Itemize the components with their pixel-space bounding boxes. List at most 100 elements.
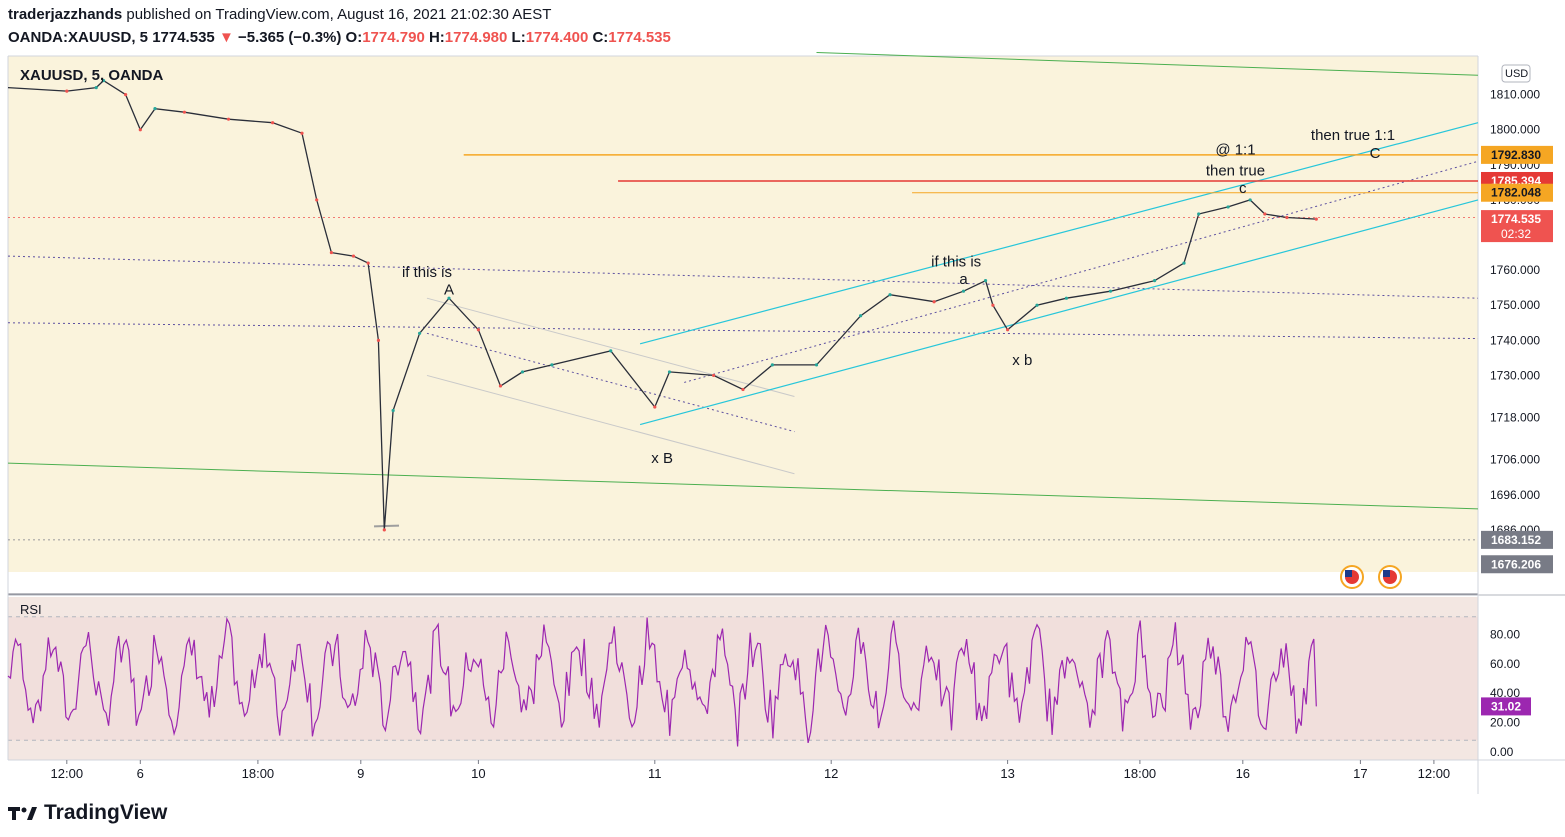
rsi-tick-label: 0.00 bbox=[1490, 745, 1514, 759]
price-point bbox=[520, 370, 525, 374]
price-point bbox=[300, 131, 304, 135]
chart-annotation: x b bbox=[1012, 352, 1032, 369]
price-level-badge bbox=[1481, 183, 1553, 202]
tradingview-logo[interactable]: TradingView bbox=[8, 801, 167, 825]
y-tick-label: 1730.000 bbox=[1490, 368, 1540, 382]
currency-badge[interactable] bbox=[1501, 64, 1531, 83]
rsi-value-badge bbox=[1481, 697, 1531, 716]
currency-label: USD bbox=[1505, 68, 1528, 80]
blue-channel-mid bbox=[684, 160, 1479, 383]
price-point bbox=[376, 338, 381, 342]
price-point bbox=[351, 254, 356, 258]
y-tick-label: 1696.000 bbox=[1490, 488, 1540, 502]
rsi-label: RSI bbox=[20, 602, 42, 617]
chart-annotation: @ 1:1 bbox=[1215, 141, 1255, 158]
price-point bbox=[476, 328, 480, 332]
price-point bbox=[226, 117, 231, 121]
low-label: L: bbox=[511, 29, 526, 46]
x-tick-label: 18:00 bbox=[242, 766, 275, 781]
price-point bbox=[991, 303, 995, 307]
chart-annotation: a bbox=[959, 271, 968, 288]
price-level-label: 1683.152 bbox=[1491, 533, 1541, 547]
price-point bbox=[391, 408, 395, 413]
price-point bbox=[101, 78, 106, 83]
price-point bbox=[1285, 215, 1289, 220]
price-point bbox=[315, 198, 319, 202]
price-level-badge bbox=[1481, 145, 1553, 164]
symbol-label: OANDA:XAUUSD, 5 bbox=[8, 29, 149, 46]
close-value: 1774.535 bbox=[608, 29, 671, 46]
high-value: 1774.980 bbox=[444, 29, 508, 46]
us-flag-event-canton bbox=[1383, 570, 1390, 577]
us-flag-event-canton bbox=[1345, 570, 1352, 577]
rsi-tick-label: 80.00 bbox=[1490, 627, 1520, 641]
price-point bbox=[1226, 205, 1230, 209]
price-point bbox=[1263, 212, 1267, 216]
price-pane-background bbox=[8, 56, 1478, 572]
price-point bbox=[94, 85, 98, 90]
price-point bbox=[65, 89, 69, 93]
y-tick-label: 1810.000 bbox=[1490, 88, 1540, 102]
price-point bbox=[1197, 212, 1201, 216]
price-point bbox=[888, 293, 892, 297]
price-point bbox=[382, 528, 386, 532]
green-trendline-bottom bbox=[7, 462, 1479, 510]
price-point bbox=[329, 250, 333, 255]
x-tick-label: 12 bbox=[824, 766, 838, 781]
y-tick-label: 1718.000 bbox=[1490, 411, 1540, 425]
price-level-badge bbox=[1481, 210, 1553, 243]
price-point bbox=[609, 349, 613, 353]
price-point bbox=[418, 331, 422, 335]
chart-area[interactable]: 1810.0001800.0001790.0001780.0001770.000… bbox=[0, 52, 1565, 794]
x-tick-label: 9 bbox=[357, 766, 364, 781]
x-tick-label: 11 bbox=[648, 766, 662, 781]
price-point bbox=[653, 405, 657, 409]
rsi-series-line bbox=[7, 616, 1317, 747]
x-tick-label: 16 bbox=[1236, 766, 1250, 781]
publish-date: published on TradingView.com, August 16,… bbox=[126, 6, 552, 23]
price-point bbox=[1248, 198, 1252, 202]
price-point bbox=[447, 296, 451, 300]
price-level-label: 1774.535 bbox=[1491, 212, 1541, 226]
y-tick-label: 1800.000 bbox=[1490, 123, 1540, 137]
price-point bbox=[741, 387, 745, 392]
price-level-badge bbox=[1481, 530, 1553, 549]
x-tick-label: 18:00 bbox=[1124, 766, 1157, 781]
price-point bbox=[1035, 303, 1039, 307]
price-level-label: 1782.048 bbox=[1491, 186, 1541, 200]
price-point bbox=[550, 363, 554, 367]
gray-channel-upper bbox=[426, 297, 795, 397]
rsi-band bbox=[8, 616, 1478, 741]
gray-channel-lower bbox=[426, 374, 795, 475]
price-point bbox=[182, 110, 186, 114]
close-label: C: bbox=[592, 29, 609, 46]
rsi-tick-label: 60.00 bbox=[1490, 657, 1520, 671]
publisher-name[interactable]: traderjazzhands bbox=[8, 6, 123, 23]
blue-channel-upper bbox=[639, 122, 1479, 345]
price-point bbox=[961, 289, 966, 293]
down-arrow-icon: ▼ bbox=[218, 29, 234, 46]
x-tick-label: 10 bbox=[471, 766, 485, 781]
price-level-badge bbox=[1481, 555, 1553, 574]
bar-countdown: 02:32 bbox=[1501, 227, 1531, 241]
rsi-tick-label: 20.00 bbox=[1490, 716, 1520, 730]
green-trendline-top bbox=[816, 52, 1479, 76]
price-change: −5.365 (−0.3%) bbox=[237, 29, 342, 46]
x-tick-label: 12:00 bbox=[51, 766, 84, 781]
y-tick-label: 1740.000 bbox=[1490, 333, 1540, 347]
rsi-tick-label: 40.00 bbox=[1490, 686, 1520, 700]
chart-annotation: A bbox=[444, 282, 454, 299]
price-point bbox=[859, 314, 863, 318]
y-tick-label: 1750.000 bbox=[1490, 298, 1540, 312]
price-point bbox=[271, 121, 275, 125]
price-point bbox=[138, 128, 142, 132]
chart-annotation: then true bbox=[1206, 162, 1265, 179]
y-tick-label: 1706.000 bbox=[1490, 453, 1540, 467]
chart-title: XAUUSD, 5, OANDA bbox=[20, 67, 164, 84]
tradingview-logo-icon bbox=[8, 807, 37, 820]
chart-annotation: if this is bbox=[402, 264, 452, 281]
x-tick-label: 13 bbox=[1000, 766, 1014, 781]
price-point bbox=[770, 363, 775, 367]
price-point bbox=[1006, 328, 1010, 332]
price-level-label: 1676.206 bbox=[1491, 557, 1541, 571]
